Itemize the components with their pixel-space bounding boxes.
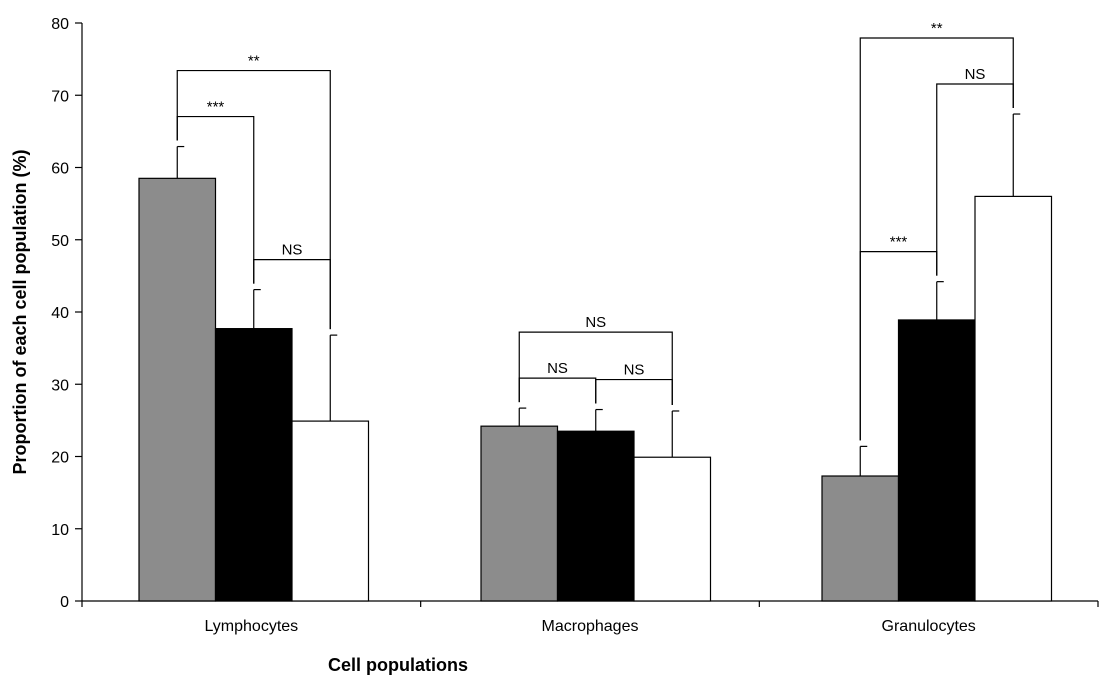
x-axis-title: Cell populations bbox=[328, 655, 468, 675]
significance-bracket bbox=[936, 83, 1014, 276]
significance-label: NS bbox=[965, 66, 986, 83]
x-axis: Lymphocytes Macrophages Granulocytes bbox=[81, 600, 1099, 635]
significance-label: ** bbox=[248, 53, 260, 70]
bars bbox=[138, 177, 1053, 602]
bar-macrophages-1 bbox=[480, 425, 559, 602]
bar-granulocytes-3 bbox=[974, 195, 1053, 602]
y-tick-label: 0 bbox=[60, 594, 69, 611]
significance-label: *** bbox=[890, 234, 908, 251]
x-tick-label: Lymphocytes bbox=[204, 618, 298, 635]
bar-lymphocytes-3 bbox=[291, 420, 370, 602]
significance-bracket bbox=[176, 69, 331, 330]
x-tick-label: Macrophages bbox=[542, 618, 639, 635]
significance-bracket bbox=[859, 37, 1014, 441]
significance-label: ** bbox=[931, 20, 943, 37]
significance-label: NS bbox=[282, 242, 303, 259]
bar-lymphocytes-1 bbox=[138, 177, 217, 602]
significance-bracket bbox=[518, 331, 673, 405]
y-tick-label: 40 bbox=[51, 305, 69, 322]
y-tick-label: 80 bbox=[51, 16, 69, 33]
significance-label: NS bbox=[624, 362, 645, 379]
bar-granulocytes-2 bbox=[897, 319, 976, 602]
significance-label: *** bbox=[207, 99, 225, 116]
bar-lymphocytes-2 bbox=[214, 328, 293, 602]
significance-bracket bbox=[595, 378, 673, 405]
y-tick-label: 50 bbox=[51, 233, 69, 250]
y-tick-label: 20 bbox=[51, 450, 69, 467]
x-tick-label: Granulocytes bbox=[882, 618, 976, 635]
y-tick-label: 10 bbox=[51, 522, 69, 539]
y-tick-label: 30 bbox=[51, 377, 69, 394]
y-tick-label: 60 bbox=[51, 161, 69, 178]
error-bars bbox=[176, 113, 1021, 477]
y-axis: 0 10 20 30 40 50 60 70 80 bbox=[51, 16, 83, 611]
bar-macrophages-2 bbox=[556, 430, 635, 602]
y-tick-label: 70 bbox=[51, 88, 69, 105]
significance-bracket bbox=[253, 259, 331, 330]
significance-bracket bbox=[518, 377, 597, 404]
bar-granulocytes-1 bbox=[821, 475, 900, 602]
y-axis-title: Proportion of each cell population (%) bbox=[10, 149, 30, 474]
significance-label: NS bbox=[547, 360, 568, 377]
significance-label: NS bbox=[585, 314, 606, 331]
bar-macrophages-3 bbox=[633, 456, 712, 602]
